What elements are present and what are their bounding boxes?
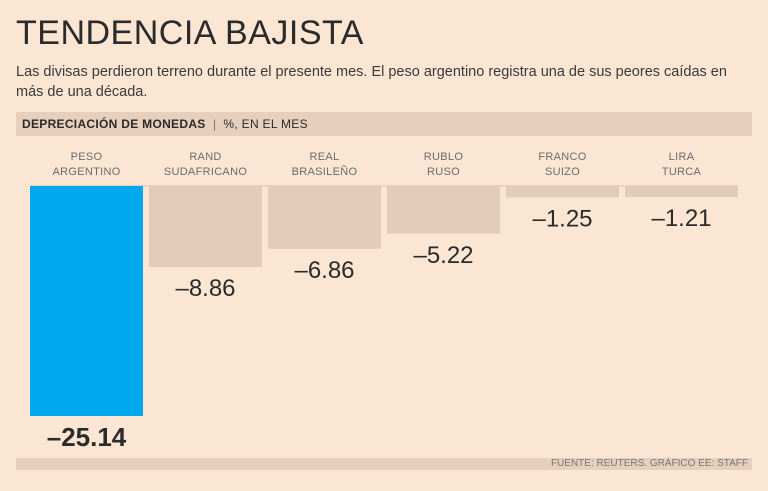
source-note: FUENTE: REUTERS. GRÁFICO EE: STAFF <box>550 458 748 469</box>
value-label-1: –8.86 <box>175 275 235 302</box>
category-label-4-1: SUIZO <box>545 166 580 178</box>
bar-0 <box>30 186 143 416</box>
category-label-5-0: LIRA <box>669 151 695 163</box>
category-label-3-1: RUSO <box>427 166 460 178</box>
band-label: DEPRECIACIÓN DE MONEDAS <box>22 117 206 131</box>
value-label-3: –5.22 <box>413 242 473 269</box>
chart-header-band: DEPRECIACIÓN DE MONEDAS | %, EN EL MES <box>16 112 752 136</box>
category-label-5-1: TURCA <box>662 166 702 178</box>
band-separator: | <box>212 117 217 131</box>
band-unit: %, EN EL MES <box>223 117 308 131</box>
category-label-2-0: REAL <box>310 151 340 163</box>
value-label-0: –25.14 <box>47 422 127 452</box>
category-label-2-1: BRASILEÑO <box>292 165 358 178</box>
bar-5 <box>625 186 738 198</box>
bar-1 <box>149 186 262 268</box>
category-label-1-1: SUDAFRICANO <box>164 166 248 178</box>
chart-subtitle: Las divisas perdieron terreno durante el… <box>16 64 727 100</box>
category-label-0-0: PESO <box>71 151 103 163</box>
value-label-2: –6.86 <box>294 257 354 284</box>
bar-2 <box>268 186 381 249</box>
bar-4 <box>506 186 619 198</box>
value-label-4: –1.25 <box>532 205 592 232</box>
category-label-3-0: RUBLO <box>424 151 464 163</box>
category-label-0-1: ARGENTINO <box>52 166 120 178</box>
bar-3 <box>387 186 500 234</box>
category-label-1-0: RAND <box>189 151 221 163</box>
footer-band: FUENTE: REUTERS. GRÁFICO EE: STAFF <box>16 458 752 470</box>
value-label-5: –1.21 <box>651 205 711 232</box>
chart-title: TENDENCIA BAJISTA <box>16 14 364 52</box>
category-label-4-0: FRANCO <box>538 151 586 163</box>
